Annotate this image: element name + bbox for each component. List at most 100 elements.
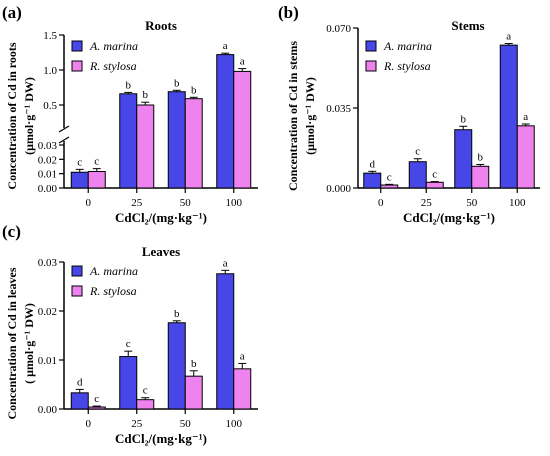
legend-label: R. stylosa	[89, 284, 137, 298]
bar-amarina	[167, 91, 186, 189]
x-axis-label: CdCl₂/(mg·kg⁻¹)	[115, 210, 207, 225]
significance-letter: a	[240, 56, 245, 68]
significance-letter: b	[191, 84, 197, 96]
significance-letter: d	[77, 376, 83, 388]
significance-letter: d	[370, 158, 376, 170]
chart-panel-2: (b) Stems Concentration of Cd in stems (μmo…	[278, 3, 540, 225]
bar-amarina	[70, 392, 89, 410]
y-tick-label: 0.035	[326, 103, 351, 115]
y-tick-label: 0.00	[38, 404, 58, 416]
legend-label: R. stylosa	[383, 59, 431, 73]
bar-rstylosa	[233, 70, 252, 189]
x-tick-label: 100	[226, 418, 243, 430]
x-tick-label: 100	[226, 197, 243, 209]
significance-letter: b	[478, 151, 484, 163]
x-tick-label: 25	[131, 197, 143, 209]
y-tick-label: 0.02	[38, 306, 57, 318]
significance-letter: c	[94, 156, 99, 168]
significance-letter: b	[143, 89, 149, 101]
significance-letter: b	[461, 113, 467, 125]
bar-amarina	[119, 93, 138, 189]
significance-letter: a	[223, 40, 228, 52]
legend-swatch	[365, 40, 377, 52]
y-tick-label: 0.5	[43, 100, 57, 112]
significance-letter: a	[506, 31, 511, 43]
y-axis-label: ( μmol·g⁻¹ DW)	[22, 303, 36, 384]
significance-letter: a	[240, 350, 245, 362]
x-tick-label: 100	[509, 197, 526, 209]
significance-letter: c	[432, 169, 437, 181]
bar-amarina	[454, 129, 473, 189]
significance-letter: c	[77, 156, 82, 168]
legend-label: A. marina	[89, 264, 138, 278]
x-tick-label: 0	[86, 418, 92, 430]
y-axis-label: (μmol·g⁻¹ DW)	[22, 77, 36, 155]
significance-letter: c	[415, 146, 420, 158]
x-tick-label: 50	[466, 197, 478, 209]
significance-letter: b	[174, 77, 180, 89]
x-tick-label: 25	[421, 197, 433, 209]
bar-rstylosa	[136, 399, 155, 410]
axis-break-mark	[58, 125, 70, 133]
significance-letter: c	[143, 385, 148, 397]
bar-rstylosa	[87, 406, 106, 410]
panel-label: (b)	[278, 3, 299, 22]
bar-rstylosa	[136, 104, 155, 189]
x-tick-label: 0	[378, 197, 384, 209]
significance-letter: a	[223, 257, 228, 269]
y-tick-label: 0.01	[38, 355, 57, 367]
significance-letter: b	[126, 79, 132, 91]
chart-panel-1: (a) Roots Concentration of Cd in roots (μmo…	[2, 3, 258, 225]
y-tick-label: 1.0	[43, 65, 57, 77]
bar-amarina	[119, 356, 138, 410]
significance-letter: c	[94, 393, 99, 405]
y-tick-label: 1.5	[43, 30, 57, 42]
x-axis-label: CdCl₂/(mg·kg⁻¹)	[403, 210, 495, 225]
y-tick-label: 0.00	[38, 183, 58, 195]
x-tick-label: 50	[180, 197, 192, 209]
y-tick-label: 0.000	[326, 183, 351, 195]
bar-rstylosa	[471, 165, 490, 189]
bar-amarina	[70, 171, 89, 189]
significance-letter: a	[523, 111, 528, 123]
y-tick-label: 0.01	[38, 169, 57, 181]
x-tick-label: 50	[180, 418, 192, 430]
bar-rstylosa	[233, 368, 252, 410]
y-axis-label: (μmol·g⁻¹ DW)	[303, 77, 317, 155]
panel-label: (c)	[2, 222, 21, 241]
y-axis-label: Concentration of Cd in roots	[5, 42, 19, 189]
bar-rstylosa	[184, 375, 203, 410]
bar-rstylosa	[516, 125, 535, 189]
y-tick-label: 0.03	[38, 257, 58, 269]
x-tick-label: 0	[86, 197, 92, 209]
chart-panel-3: (c) Leaves Concentration of Cd in leaves( …	[2, 222, 258, 446]
significance-letter: c	[387, 171, 392, 183]
y-tick-label: 0.070	[326, 23, 351, 35]
significance-letter: b	[174, 308, 180, 320]
bar-amarina	[167, 322, 186, 410]
bar-amarina	[499, 44, 518, 189]
bar-rstylosa	[184, 98, 203, 189]
legend-swatch	[71, 40, 83, 52]
bar-amarina	[216, 273, 235, 410]
panel-label: (a)	[2, 3, 22, 22]
y-axis-label: Concentration of Cd in stems	[286, 41, 300, 191]
y-axis-label: Concentration of Cd in leaves	[5, 267, 19, 419]
chart-title: Leaves	[142, 244, 180, 259]
bar-rstylosa	[87, 171, 106, 189]
y-tick-label: 0.03	[38, 140, 58, 152]
bar-amarina	[363, 172, 382, 189]
bar-rstylosa	[425, 181, 444, 189]
y-tick-label: 0.02	[38, 154, 57, 166]
legend-label: A. marina	[383, 39, 432, 53]
x-axis-label: CdCl₂/(mg·kg⁻¹)	[115, 431, 207, 446]
chart-title: Stems	[451, 18, 484, 33]
legend-label: R. stylosa	[89, 59, 137, 73]
bar-amarina	[216, 54, 235, 189]
legend-swatch	[71, 285, 83, 297]
legend-label: A. marina	[89, 39, 138, 53]
bar-rstylosa	[380, 184, 399, 189]
legend-swatch	[365, 60, 377, 72]
significance-letter: b	[191, 358, 197, 370]
